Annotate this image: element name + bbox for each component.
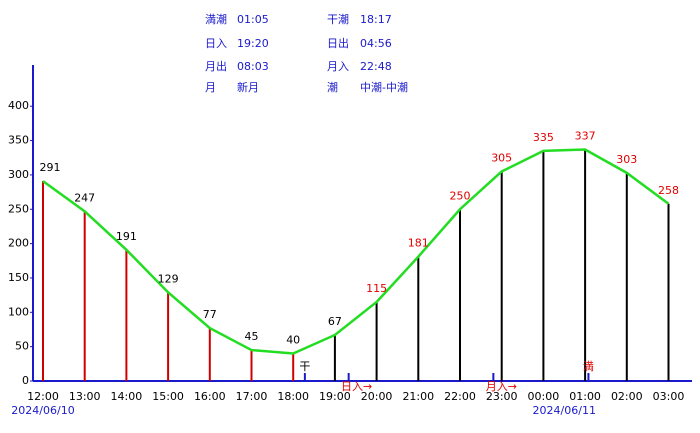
info-label: 日出 bbox=[327, 36, 349, 50]
info-label: 干潮 bbox=[327, 12, 349, 26]
info-label: 潮 bbox=[327, 80, 338, 94]
x-tick-label: 21:00 bbox=[402, 390, 434, 403]
value-label: 129 bbox=[158, 272, 179, 285]
annotation: 日入→ bbox=[341, 380, 372, 393]
x-tick-label: 19:00 bbox=[319, 390, 351, 403]
info-value: 19:20 bbox=[237, 37, 269, 50]
x-tick-label: 20:00 bbox=[361, 390, 393, 403]
x-tick-label: 23:00 bbox=[486, 390, 518, 403]
annotation: 満 bbox=[583, 360, 594, 373]
info-value: 22:48 bbox=[360, 60, 392, 73]
y-tick-label: 300 bbox=[8, 168, 29, 181]
date-label: 2024/06/11 bbox=[533, 404, 596, 417]
info-label: 月 bbox=[205, 81, 216, 94]
info-value: 新月 bbox=[237, 80, 259, 94]
value-label: 247 bbox=[74, 191, 95, 204]
value-label: 67 bbox=[328, 315, 342, 328]
y-tick-label: 250 bbox=[8, 202, 29, 215]
y-tick-label: 100 bbox=[8, 305, 29, 318]
x-tick-label: 13:00 bbox=[69, 390, 101, 403]
tide-line bbox=[42, 148, 670, 355]
x-tick-label: 15:00 bbox=[152, 390, 184, 403]
x-tick-label: 14:00 bbox=[111, 390, 143, 403]
value-label: 181 bbox=[408, 237, 429, 250]
x-tick-label: 22:00 bbox=[444, 390, 476, 403]
value-label: 258 bbox=[658, 184, 679, 197]
value-label: 77 bbox=[203, 308, 217, 321]
info-value: 04:56 bbox=[360, 37, 392, 50]
y-tick-label: 200 bbox=[8, 237, 29, 250]
annotation: 干 bbox=[299, 360, 310, 373]
info-value: 01:05 bbox=[237, 13, 269, 26]
x-tick-label: 12:00 bbox=[27, 390, 59, 403]
value-label: 40 bbox=[286, 334, 300, 347]
x-tick-label: 00:00 bbox=[528, 390, 560, 403]
y-tick-label: 400 bbox=[8, 99, 29, 112]
value-label: 305 bbox=[491, 151, 512, 164]
value-label: 45 bbox=[245, 330, 259, 343]
y-tick-label: 350 bbox=[8, 134, 29, 147]
info-label: 日入 bbox=[205, 37, 227, 50]
value-label: 115 bbox=[366, 282, 387, 295]
info-value: 18:17 bbox=[360, 13, 392, 26]
info-value: 中潮-中潮 bbox=[360, 80, 408, 94]
x-tick-label: 16:00 bbox=[194, 390, 226, 403]
info-label: 満潮 bbox=[205, 12, 227, 26]
x-tick-label: 02:00 bbox=[611, 390, 643, 403]
info-value: 08:03 bbox=[237, 60, 269, 73]
x-tick-label: 18:00 bbox=[277, 390, 309, 403]
value-label: 291 bbox=[40, 161, 61, 174]
value-label: 191 bbox=[116, 230, 137, 243]
info-label: 月入 bbox=[327, 60, 349, 73]
info-label: 月出 bbox=[205, 59, 227, 73]
value-label: 335 bbox=[533, 131, 554, 144]
x-tick-label: 17:00 bbox=[236, 390, 268, 403]
value-label: 303 bbox=[616, 153, 637, 166]
date-label: 2024/06/10 bbox=[11, 404, 74, 417]
x-tick-label: 03:00 bbox=[653, 390, 685, 403]
x-tick-label: 01:00 bbox=[569, 390, 601, 403]
y-tick-label: 150 bbox=[8, 271, 29, 284]
annotation: 月入→ bbox=[486, 380, 517, 393]
y-tick-label: 0 bbox=[22, 374, 29, 387]
value-label: 337 bbox=[575, 129, 596, 142]
value-label: 250 bbox=[450, 189, 471, 202]
y-tick-label: 50 bbox=[15, 340, 29, 353]
